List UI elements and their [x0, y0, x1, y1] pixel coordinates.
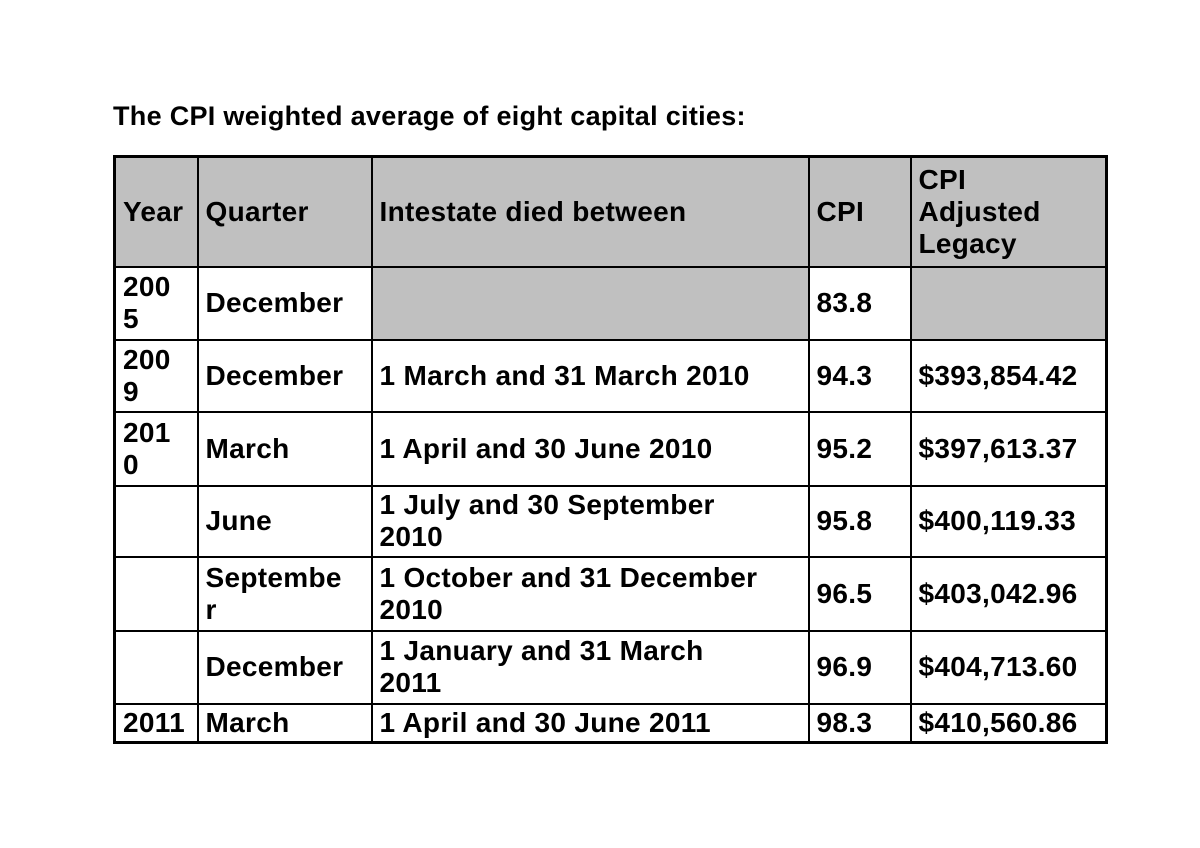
col-header-adjusted-legacy: CPI Adjusted Legacy [909, 155, 1108, 268]
cell-died-between: 1 March and 31 March 2010 [370, 338, 810, 413]
table-row: Septembe r 1 October and 31 December 201… [113, 555, 1108, 632]
cell-year [113, 555, 199, 632]
cell-died-between: 1 July and 30 September 2010 [370, 484, 810, 558]
cell-quarter: December [196, 629, 373, 705]
cell-year: 200 5 [113, 265, 199, 341]
table-row: December 1 January and 31 March 2011 96.… [113, 629, 1108, 705]
cell-quarter: March [196, 410, 373, 487]
table-row: 2011 March 1 April and 30 June 2011 98.3… [113, 702, 1108, 743]
cell-quarter: Septembe r [196, 555, 373, 632]
cell-adjusted-legacy [909, 265, 1108, 341]
col-header-year: Year [113, 155, 199, 268]
cell-cpi: 98.3 [807, 702, 912, 743]
cell-cpi: 96.5 [807, 555, 912, 632]
cell-quarter: December [196, 265, 373, 341]
cell-adjusted-legacy: $410,560.86 [909, 702, 1108, 743]
cell-cpi: 95.2 [807, 410, 912, 487]
cell-cpi: 94.3 [807, 338, 912, 413]
cell-adjusted-legacy: $403,042.96 [909, 555, 1108, 632]
cell-year: 200 9 [113, 338, 199, 413]
cpi-table: Year Quarter Intestate died between CPI … [113, 155, 1108, 744]
table-row: June 1 July and 30 September 2010 95.8 $… [113, 484, 1108, 558]
cell-adjusted-legacy: $393,854.42 [909, 338, 1108, 413]
cell-died-between: 1 January and 31 March 2011 [370, 629, 810, 705]
cell-year: 201 0 [113, 410, 199, 487]
cell-cpi: 95.8 [807, 484, 912, 558]
table-row: 200 5 December 83.8 [113, 265, 1108, 341]
page-title: The CPI weighted average of eight capita… [113, 101, 746, 131]
cell-quarter: March [196, 702, 373, 743]
cell-year [113, 484, 199, 558]
cell-adjusted-legacy: $404,713.60 [909, 629, 1108, 705]
col-header-cpi: CPI [807, 155, 912, 268]
cell-died-between: 1 April and 30 June 2011 [370, 702, 810, 743]
cell-died-between: 1 October and 31 December 2010 [370, 555, 810, 632]
cell-quarter: December [196, 338, 373, 413]
cell-adjusted-legacy: $397,613.37 [909, 410, 1108, 487]
table-header-row: Year Quarter Intestate died between CPI … [113, 155, 1108, 268]
col-header-died-between: Intestate died between [370, 155, 810, 268]
cell-year [113, 629, 199, 705]
cell-year: 2011 [113, 702, 199, 743]
cell-quarter: June [196, 484, 373, 558]
cell-died-between: 1 April and 30 June 2010 [370, 410, 810, 487]
col-header-quarter: Quarter [196, 155, 373, 268]
cell-adjusted-legacy: $400,119.33 [909, 484, 1108, 558]
cell-cpi: 96.9 [807, 629, 912, 705]
table-row: 201 0 March 1 April and 30 June 2010 95.… [113, 410, 1108, 487]
cell-died-between [370, 265, 810, 341]
cell-cpi: 83.8 [807, 265, 912, 341]
table-row: 200 9 December 1 March and 31 March 2010… [113, 338, 1108, 413]
